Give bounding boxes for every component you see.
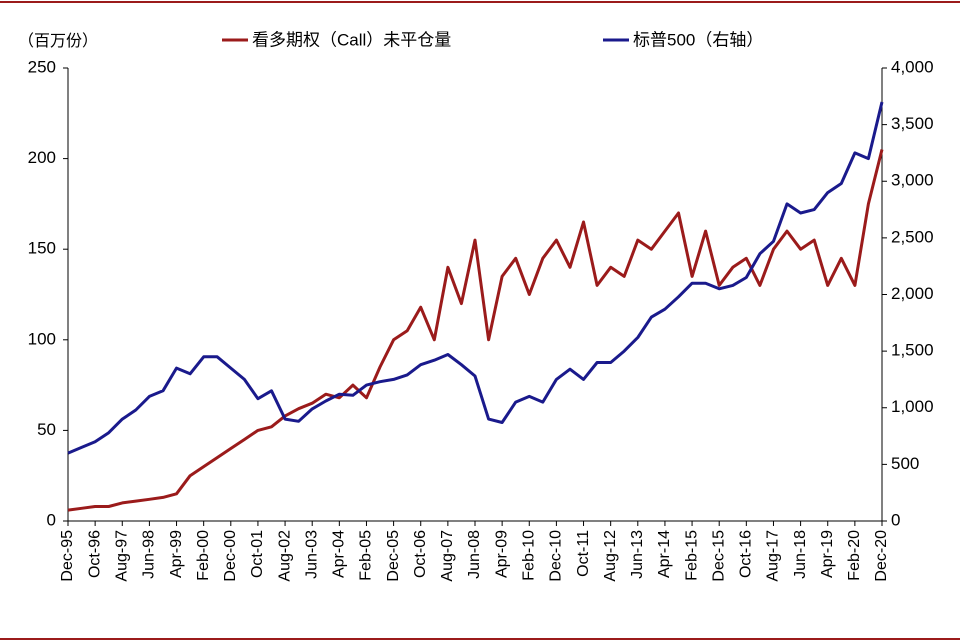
y2-tick-label: 2,500 [891,227,934,246]
series-line [67,149,884,512]
y2-tick-label: 1,000 [891,397,934,416]
x-tick-label: Aug-97 [113,530,130,582]
x-tick-label: Oct-96 [86,530,103,578]
y-axis-label: （百万份） [18,32,98,50]
y2-tick-label: 4,000 [891,57,934,76]
y2-tick-label: 1,500 [891,341,934,360]
x-tick-label: Aug-12 [602,530,619,582]
x-tick-label: Dec-15 [710,530,727,582]
x-tick-label: Dec-10 [548,530,565,582]
x-tick-label: Dec-20 [873,530,890,582]
x-tick-label: Apr-14 [656,530,673,578]
y-tick-label: 0 [47,510,56,529]
x-tick-label: Jun-08 [466,530,483,579]
y-tick-label: 50 [37,420,56,439]
legend-label: 看多期权（Call）未平仓量 [252,30,451,49]
x-tick-label: Dec-00 [222,530,239,582]
x-tick-label: Apr-19 [819,530,836,578]
x-tick-label: Jun-03 [303,530,320,579]
x-tick-label: Oct-11 [575,530,592,577]
x-tick-label: Dec-05 [385,530,402,582]
y2-tick-label: 500 [891,454,919,473]
x-tick-label: Feb-10 [520,530,537,581]
x-tick-label: Aug-17 [765,530,782,582]
x-tick-label: Feb-00 [195,530,212,581]
x-tick-label: Dec-95 [59,530,76,582]
x-tick-label: Aug-07 [439,530,456,582]
x-tick-label: Oct-16 [738,530,755,578]
x-tick-label: Oct-01 [249,530,266,578]
x-tick-label: Oct-06 [412,530,429,578]
y-tick-label: 100 [28,329,56,348]
x-tick-label: Jun-13 [629,530,646,579]
x-tick-label: Jun-18 [792,530,809,579]
y-tick-label: 150 [28,239,56,258]
y2-tick-label: 3,500 [891,114,934,133]
x-tick-label: Aug-02 [276,530,293,582]
y2-tick-label: 2,000 [891,284,934,303]
y-tick-label: 250 [28,57,56,76]
y-tick-label: 200 [28,148,56,167]
x-tick-label: Apr-99 [168,530,185,578]
x-tick-label: Feb-20 [846,530,863,581]
series-line [67,101,884,455]
legend-label: 标普500（右轴） [633,30,763,49]
x-tick-label: Jun-98 [141,530,158,579]
y2-tick-label: 0 [891,510,900,529]
x-tick-label: Feb-15 [683,530,700,581]
x-tick-label: Feb-05 [358,530,375,581]
y2-tick-label: 3,000 [891,171,934,190]
x-tick-label: Apr-04 [331,530,348,578]
x-tick-label: Apr-09 [493,530,510,578]
